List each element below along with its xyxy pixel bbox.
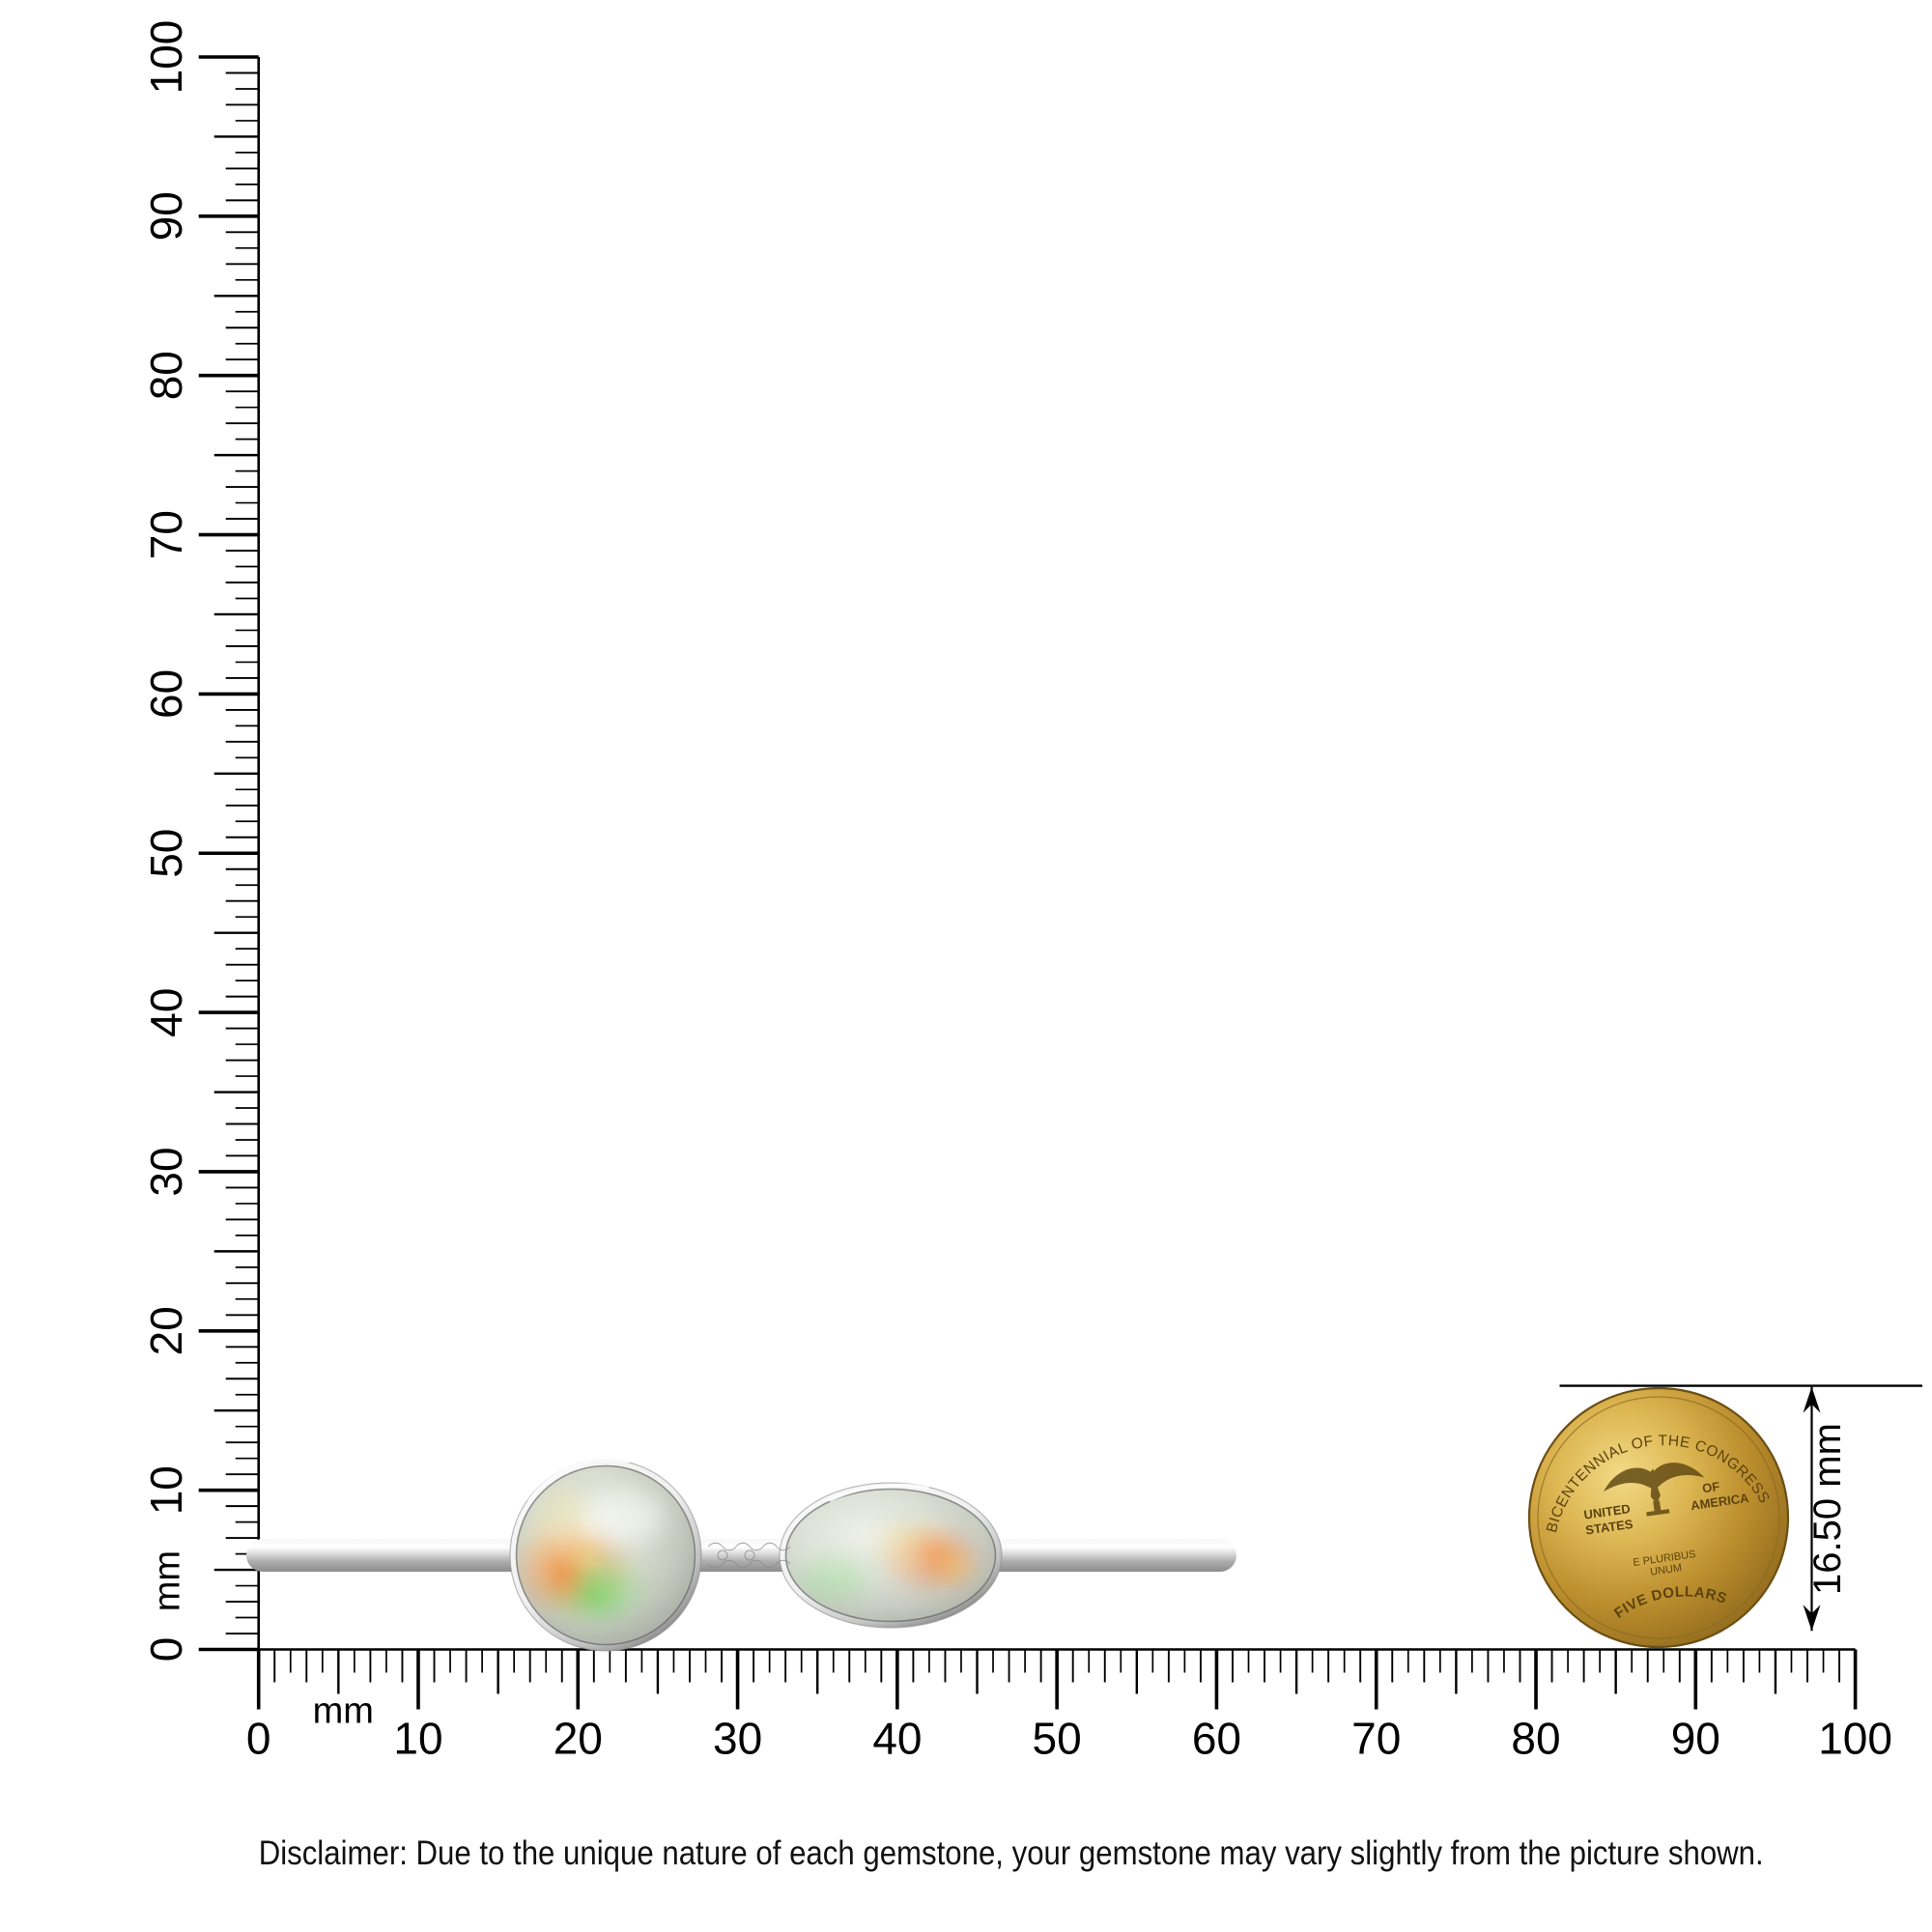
svg-text:16.50 mm: 16.50 mm [1806,1423,1849,1595]
svg-text:OF: OF [1701,1479,1720,1495]
